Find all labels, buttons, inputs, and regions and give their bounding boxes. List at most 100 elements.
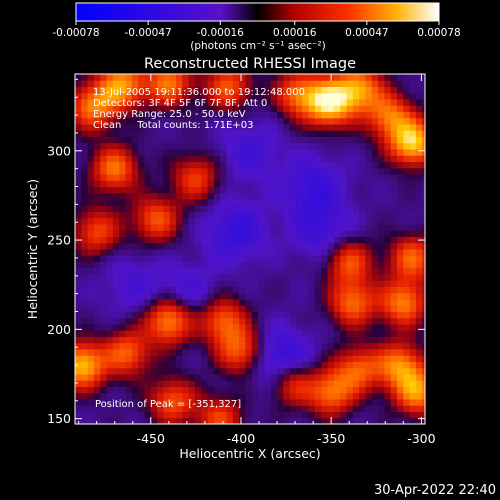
heatmap-cell: [144, 267, 152, 275]
heatmap-cell: [409, 380, 417, 387]
heatmap-cell: [125, 311, 133, 319]
heatmap-cell: [258, 261, 265, 269]
heatmap-cell: [182, 142, 190, 150]
heatmap-cell: [182, 230, 190, 237]
heatmap-cell: [112, 124, 120, 131]
heatmap-cell: [415, 142, 423, 150]
heatmap-cell: [277, 124, 284, 131]
heatmap-cell: [226, 317, 234, 325]
heatmap-cell: [220, 86, 228, 94]
heatmap-cell: [352, 174, 360, 181]
heatmap-cell: [340, 236, 348, 244]
heatmap-cell: [144, 117, 152, 125]
heatmap-cell: [415, 180, 423, 187]
heatmap-cell: [327, 142, 335, 150]
heatmap-cell: [258, 86, 265, 94]
heatmap-cell: [359, 211, 366, 219]
heatmap-cell: [213, 361, 221, 369]
heatmap-cell: [245, 86, 253, 94]
heatmap-cell: [131, 192, 139, 200]
heatmap-cell: [106, 286, 114, 294]
heatmap-cell: [283, 292, 291, 300]
heatmap-cell: [258, 74, 265, 81]
heatmap-cell: [340, 186, 348, 194]
heatmap-cell: [415, 161, 423, 169]
heatmap-cell: [169, 236, 177, 244]
heatmap-cell: [87, 180, 95, 187]
heatmap-cell: [245, 330, 253, 337]
heatmap-cell: [258, 192, 265, 200]
heatmap-cell: [258, 392, 265, 400]
heatmap-cell: [176, 274, 183, 281]
heatmap-cell: [390, 111, 398, 119]
heatmap-cell: [100, 217, 108, 225]
heatmap-cell: [289, 311, 297, 319]
heatmap-cell: [239, 117, 246, 125]
heatmap-cell: [125, 124, 133, 131]
heatmap-cell: [144, 405, 152, 412]
heatmap-cell: [346, 174, 354, 181]
heatmap-cell: [201, 405, 209, 412]
heatmap-cell: [359, 355, 366, 362]
heatmap-cell: [169, 161, 177, 169]
heatmap-cell: [352, 324, 360, 331]
heatmap-cell: [270, 111, 278, 119]
heatmap-cell: [157, 199, 164, 206]
heatmap-cell: [251, 80, 259, 87]
heatmap-cell: [397, 405, 404, 412]
heatmap-cell: [397, 255, 404, 262]
heatmap-cell: [403, 342, 411, 350]
heatmap-cell: [277, 161, 284, 169]
heatmap-cell: [220, 136, 228, 144]
heatmap-cell: [333, 217, 341, 225]
heatmap-cell: [150, 261, 158, 269]
heatmap-cell: [251, 105, 259, 112]
heatmap-cell: [112, 230, 120, 237]
heatmap-cell: [75, 324, 82, 331]
heatmap-cell: [144, 155, 152, 162]
heatmap-cell: [415, 411, 423, 419]
heatmap-cell: [333, 330, 341, 337]
heatmap-cell: [182, 161, 190, 169]
heatmap-cell: [403, 280, 411, 287]
heatmap-cell: [239, 180, 246, 187]
heatmap-cell: [270, 399, 278, 406]
heatmap-cell: [112, 267, 120, 275]
heatmap-cell: [346, 274, 354, 281]
heatmap-cell: [365, 292, 373, 300]
heatmap-cell: [81, 186, 89, 194]
heatmap-cell: [119, 117, 127, 125]
heatmap-cell: [302, 155, 310, 162]
heatmap-cell: [415, 261, 423, 269]
heatmap-cell: [138, 274, 145, 281]
heatmap-cell: [144, 255, 152, 262]
heatmap-cell: [81, 242, 89, 250]
heatmap-cell: [251, 349, 259, 356]
heatmap-cell: [220, 255, 228, 262]
heatmap-cell: [359, 74, 366, 81]
heatmap-cell: [213, 167, 221, 175]
heatmap-cell: [314, 299, 322, 306]
heatmap-cell: [106, 161, 114, 169]
heatmap-cell: [371, 411, 379, 419]
heatmap-cell: [251, 217, 259, 225]
heatmap-cell: [245, 236, 253, 244]
heatmap-cell: [409, 361, 417, 369]
heatmap-cell: [296, 367, 303, 375]
heatmap-cell: [100, 317, 108, 325]
heatmap-cell: [296, 130, 303, 137]
heatmap-cell: [176, 324, 183, 331]
heatmap-cell: [397, 211, 404, 219]
heatmap-cell: [207, 186, 215, 194]
heatmap-cell: [144, 399, 152, 406]
heatmap-cell: [182, 99, 190, 106]
heatmap-cell: [321, 74, 329, 81]
heatmap-cell: [327, 330, 335, 337]
heatmap-cell: [327, 224, 335, 231]
heatmap-cell: [403, 217, 411, 225]
heatmap-cell: [81, 411, 89, 419]
heatmap-cell: [296, 417, 303, 424]
heatmap-cell: [188, 224, 196, 231]
heatmap-cell: [371, 336, 379, 344]
heatmap-cell: [270, 117, 278, 125]
